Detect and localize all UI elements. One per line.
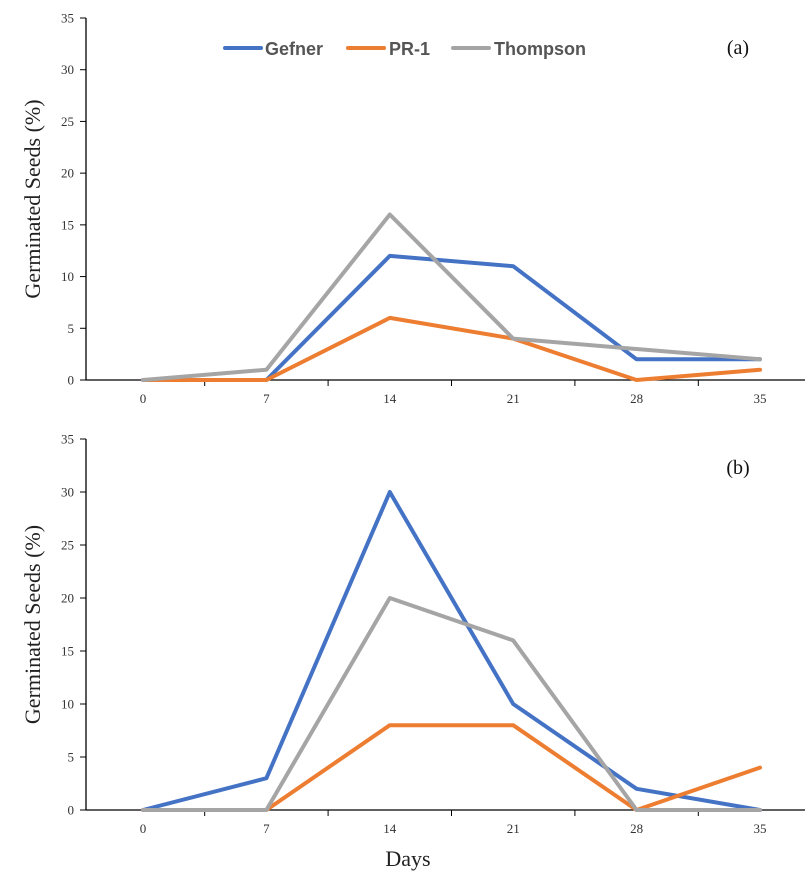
x-tick-label: 35 (754, 391, 767, 406)
y-axis-title: Germinated Seeds (%) (20, 99, 45, 298)
y-tick-label: 30 (61, 62, 74, 77)
legend: Gefner PR-1 Thompson (223, 39, 586, 59)
x-tick-label: 21 (507, 821, 520, 836)
y-tick-label: 15 (61, 644, 74, 659)
legend-label-thompson: Thompson (494, 39, 586, 59)
y-axis-title: Germinated Seeds (%) (20, 525, 45, 724)
y-tick-label: 25 (61, 114, 74, 129)
y-tick-label: 5 (68, 321, 75, 336)
x-tick-label: 21 (507, 391, 520, 406)
series-line-gefner (141, 490, 762, 812)
y-tick-label: 20 (61, 166, 74, 181)
x-tick-label: 0 (140, 821, 147, 836)
x-tick-label: 14 (383, 821, 397, 836)
y-tick-label: 20 (61, 591, 74, 606)
y-tick-label: 25 (61, 538, 74, 553)
y-tick-label: 10 (61, 269, 74, 284)
y-tick-label: 5 (68, 750, 75, 765)
x-tick-label: 28 (630, 821, 643, 836)
x-tick-label: 28 (630, 391, 643, 406)
x-tick-label: 14 (383, 391, 397, 406)
x-tick-label: 35 (754, 821, 767, 836)
y-tick-label: 0 (68, 373, 75, 388)
panel-b-chart: 0 5 10 15 20 25 30 35 0 7 14 21 28 35 Germinated Seeds… (20, 432, 805, 836)
y-tick-label: 10 (61, 697, 74, 712)
x-tick-label: 7 (263, 821, 270, 836)
y-tick-label: 0 (68, 803, 75, 818)
legend-label-gefner: Gefner (265, 39, 323, 59)
y-tick-label: 15 (61, 217, 74, 232)
panel-label: (a) (727, 37, 749, 59)
x-axis-title: Days (385, 846, 430, 871)
series-line-thompson (141, 212, 762, 382)
panel-label: (b) (726, 457, 749, 479)
panel-a-chart: 0 5 10 15 20 25 30 35 0 7 14 21 28 35 Germinated Seeds… (20, 11, 805, 406)
y-tick-label: 30 (61, 485, 74, 500)
x-tick-label: 0 (140, 391, 147, 406)
series-line-pr-1 (141, 315, 762, 382)
legend-label-pr-1: PR-1 (389, 39, 430, 59)
series-line-pr-1 (141, 723, 762, 812)
y-tick-label: 35 (61, 432, 74, 447)
x-tick-label: 7 (263, 391, 270, 406)
series-line-thompson (141, 596, 762, 812)
y-tick-label: 35 (61, 11, 74, 26)
